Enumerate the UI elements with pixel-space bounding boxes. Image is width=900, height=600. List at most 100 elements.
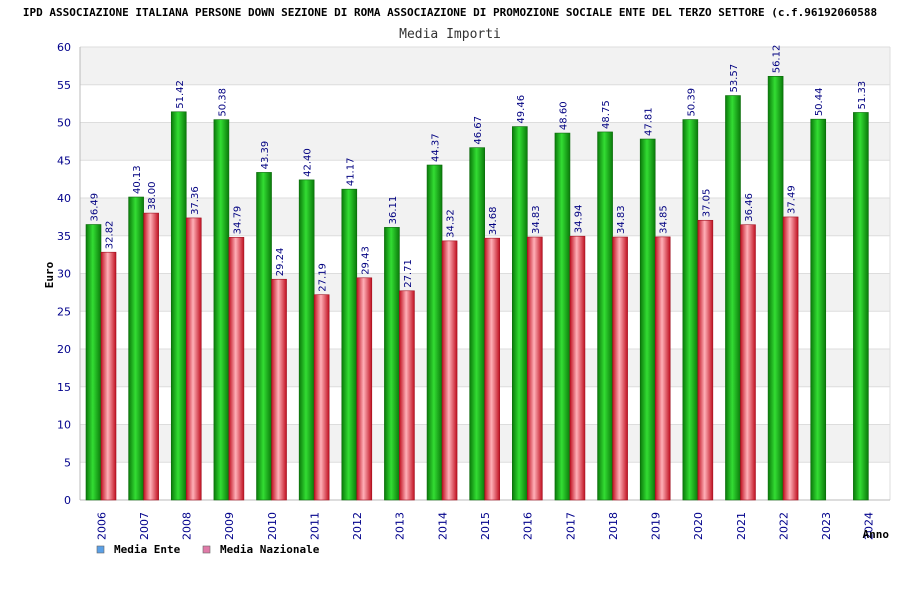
bar-media-nazionale <box>527 236 543 501</box>
bar-media-nazionale <box>441 240 458 501</box>
value-label: 41.17 <box>345 158 356 187</box>
value-label: 32.82 <box>105 221 116 250</box>
value-label: 51.42 <box>175 80 186 109</box>
x-tick-label: 2014 <box>436 512 449 540</box>
bar-media-ente <box>426 164 443 501</box>
x-tick-label: 2011 <box>308 512 321 540</box>
plot-band <box>80 47 890 85</box>
bar-media-ente <box>384 227 400 501</box>
value-label: 37.05 <box>701 189 712 218</box>
value-label: 34.32 <box>446 209 457 238</box>
bar-media-ente <box>341 188 358 501</box>
value-label: 34.83 <box>531 205 542 234</box>
value-label: 36.46 <box>744 193 755 222</box>
y-tick-label: 55 <box>57 79 71 92</box>
bar-media-ente <box>810 118 827 501</box>
value-label: 36.49 <box>90 193 101 222</box>
value-label: 44.37 <box>431 133 442 162</box>
value-label: 29.24 <box>275 248 286 277</box>
bar-media-ente <box>170 111 187 501</box>
bar-media-ente <box>213 119 230 501</box>
bar-media-nazionale <box>271 278 287 501</box>
x-tick-label: 2019 <box>650 512 663 540</box>
value-label: 37.36 <box>190 186 201 215</box>
value-label: 34.85 <box>659 205 670 234</box>
bar-media-ente <box>469 147 485 501</box>
y-tick-label: 45 <box>57 154 71 167</box>
x-tick-label: 2021 <box>735 512 748 540</box>
bar-media-ente <box>725 95 741 501</box>
x-tick-label: 2008 <box>181 512 194 540</box>
y-tick-label: 60 <box>57 41 71 54</box>
y-tick-labels: 0 5 10 15 20 25 30 35 40 45 50 55 60 <box>57 41 71 507</box>
value-label: 50.38 <box>217 88 228 117</box>
value-label: 56.12 <box>772 45 783 74</box>
y-tick-label: 30 <box>57 268 71 281</box>
x-tick-label: 2013 <box>394 512 407 540</box>
value-label: 50.44 <box>814 88 825 117</box>
value-label: 34.83 <box>616 205 627 234</box>
bar-media-ente <box>512 126 528 501</box>
value-label: 53.57 <box>729 64 740 93</box>
x-tick-label: 2017 <box>564 512 577 540</box>
bar-media-nazionale <box>654 236 671 501</box>
value-label: 47.81 <box>644 107 655 136</box>
y-tick-label: 10 <box>57 419 71 432</box>
value-label: 38.00 <box>147 181 158 210</box>
value-label: 50.39 <box>686 88 697 117</box>
bar-media-ente <box>853 112 869 501</box>
chart-subtitle: Media Importi <box>399 27 501 42</box>
bar-media-ente <box>554 132 571 501</box>
bar-media-ente <box>767 75 784 501</box>
bar-media-nazionale <box>100 251 117 501</box>
legend-label-media-ente: Media Ente <box>114 543 181 556</box>
value-label: 43.39 <box>260 141 271 170</box>
bar-media-nazionale <box>740 224 756 501</box>
value-label: 34.94 <box>573 205 584 234</box>
x-tick-label: 2015 <box>479 512 492 540</box>
bars <box>85 75 869 501</box>
x-tick-label: 2020 <box>692 512 705 540</box>
plot-band <box>80 84 890 123</box>
legend-label-media-nazionale: Media Nazionale <box>220 543 320 556</box>
x-tick-label: 2022 <box>777 512 790 540</box>
value-labels: 36.49 40.13 51.42 50.38 43.39 42.40 41.17 36.11… <box>90 45 868 292</box>
bar-media-ente <box>639 138 656 501</box>
x-tick-label: 2024 <box>863 512 876 540</box>
legend: Media Ente Media Nazionale <box>96 543 320 556</box>
x-tick-label: 2009 <box>223 512 236 540</box>
value-label: 27.71 <box>403 259 414 288</box>
bar-media-ente <box>597 131 613 501</box>
y-tick-label: 25 <box>57 305 71 318</box>
value-label: 46.67 <box>473 116 484 145</box>
value-label: 34.68 <box>488 207 499 236</box>
bar-media-nazionale <box>228 237 245 501</box>
y-tick-label: 40 <box>57 192 71 205</box>
bar-media-nazionale <box>612 236 628 501</box>
y-tick-label: 15 <box>57 381 71 394</box>
bar-media-nazionale <box>697 219 714 501</box>
bar-media-nazionale <box>484 237 500 501</box>
value-label: 34.79 <box>232 206 243 235</box>
bar-media-nazionale <box>399 290 415 501</box>
bar-media-nazionale <box>185 217 202 501</box>
value-label: 48.60 <box>558 101 569 130</box>
y-tick-label: 5 <box>64 456 71 469</box>
bar-media-nazionale <box>782 216 799 501</box>
x-tick-label: 2018 <box>607 512 620 540</box>
bar-media-ente <box>85 224 102 501</box>
bar-media-nazionale <box>356 277 373 501</box>
value-label: 29.43 <box>360 246 371 275</box>
y-tick-label: 35 <box>57 230 71 243</box>
value-label: 42.40 <box>303 148 314 177</box>
x-tick-label: 2010 <box>266 512 279 540</box>
bar-media-ente <box>298 179 315 501</box>
value-label: 48.75 <box>601 100 612 129</box>
chart-title: IPD ASSOCIAZIONE ITALIANA PERSONE DOWN S… <box>23 6 877 19</box>
y-axis-label: Euro <box>43 261 56 288</box>
y-tick-label: 50 <box>57 117 71 130</box>
x-tick-labels: 2006 2007 2008 2009 2010 2011 2012 2013 2014 2015… <box>95 512 875 540</box>
x-tick-label: 2016 <box>522 512 535 540</box>
value-label: 51.33 <box>857 81 868 110</box>
bar-media-nazionale <box>313 294 330 501</box>
